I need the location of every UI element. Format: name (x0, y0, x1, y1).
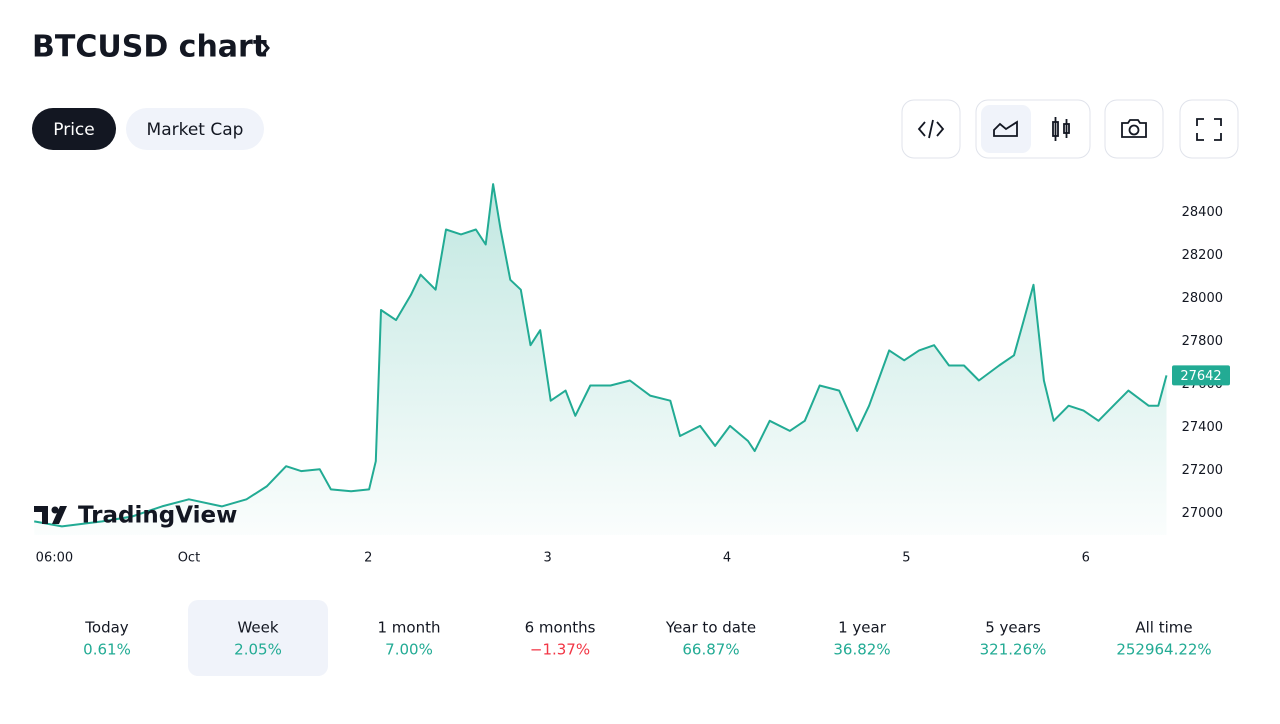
watermark-text: TradingView (78, 503, 237, 529)
period-name: Today (84, 619, 129, 637)
period-selected-bg (188, 600, 328, 676)
period-button[interactable] (188, 600, 328, 676)
x-tick-label: 06:00 (36, 551, 73, 566)
y-tick-label: 27800 (1182, 334, 1223, 349)
period-change: 66.87% (682, 641, 739, 659)
period-change: 36.82% (833, 641, 890, 659)
snapshot-button[interactable] (1104, 99, 1164, 159)
period-name: 1 year (838, 619, 887, 637)
period-change: 252964.22% (1116, 641, 1211, 659)
y-tick-label: 28200 (1182, 248, 1223, 263)
y-tick-label: 27000 (1182, 506, 1223, 521)
x-tick-label: 5 (902, 551, 910, 566)
period-name: Year to date (665, 619, 756, 637)
period-button[interactable] (37, 600, 177, 676)
period-change: 2.05% (234, 641, 282, 659)
period-button[interactable] (641, 600, 781, 676)
period-button[interactable] (792, 600, 932, 676)
y-tick-label: 28400 (1182, 205, 1223, 220)
period-change: 7.00% (385, 641, 433, 659)
last-price-tag (1172, 365, 1230, 386)
toggle-group: Price Market Cap (32, 108, 264, 150)
fullscreen-icon (1196, 118, 1222, 141)
period-button[interactable] (943, 600, 1083, 676)
last-price-label: 27642 (1180, 369, 1221, 384)
y-tick-label: 27400 (1182, 420, 1223, 435)
watermark: TradingView (34, 503, 237, 529)
embed-icon (917, 119, 945, 139)
period-bar: Today 0.61% Week 2.05% 1 month 7.00% 6 months −… (37, 600, 1234, 676)
toggle-label: Market Cap (147, 120, 244, 140)
candle-icon[interactable] (1052, 117, 1070, 141)
period-change: 0.61% (83, 641, 131, 659)
page-title[interactable]: BTCUSD chart (32, 30, 267, 65)
x-tick-label: 3 (544, 551, 552, 566)
camera-icon (1121, 119, 1147, 138)
x-tick-label: Oct (178, 551, 200, 566)
area-fill (34, 184, 1167, 535)
period-name: 6 months (525, 619, 596, 637)
period-button[interactable] (1094, 600, 1234, 676)
y-tick-label: 28000 (1182, 291, 1223, 306)
title-chevron[interactable] (260, 40, 270, 56)
toggle-button[interactable] (32, 108, 116, 150)
period-name: 1 month (378, 619, 441, 637)
camera-lens (1128, 124, 1140, 136)
toggle-label: Price (53, 120, 94, 140)
period-button[interactable] (490, 600, 630, 676)
period-change: −1.37% (530, 641, 590, 659)
toggle-button[interactable] (126, 108, 264, 150)
price-chart: 2700027200274002760027800280002820028400… (34, 183, 1230, 566)
y-tick-label: 27200 (1182, 463, 1223, 478)
area-icon (993, 120, 1018, 137)
x-tick-label: 2 (364, 551, 372, 566)
period-name: 5 years (985, 619, 1041, 637)
price-line (34, 183, 1168, 528)
x-tick-label: 4 (723, 551, 731, 566)
x-tick-label: 6 (1082, 551, 1090, 566)
period-name: All time (1135, 619, 1192, 637)
period-change: 321.26% (980, 641, 1047, 659)
period-name: Week (237, 619, 278, 637)
fullscreen-button[interactable] (1179, 99, 1239, 159)
period-button[interactable] (339, 600, 479, 676)
